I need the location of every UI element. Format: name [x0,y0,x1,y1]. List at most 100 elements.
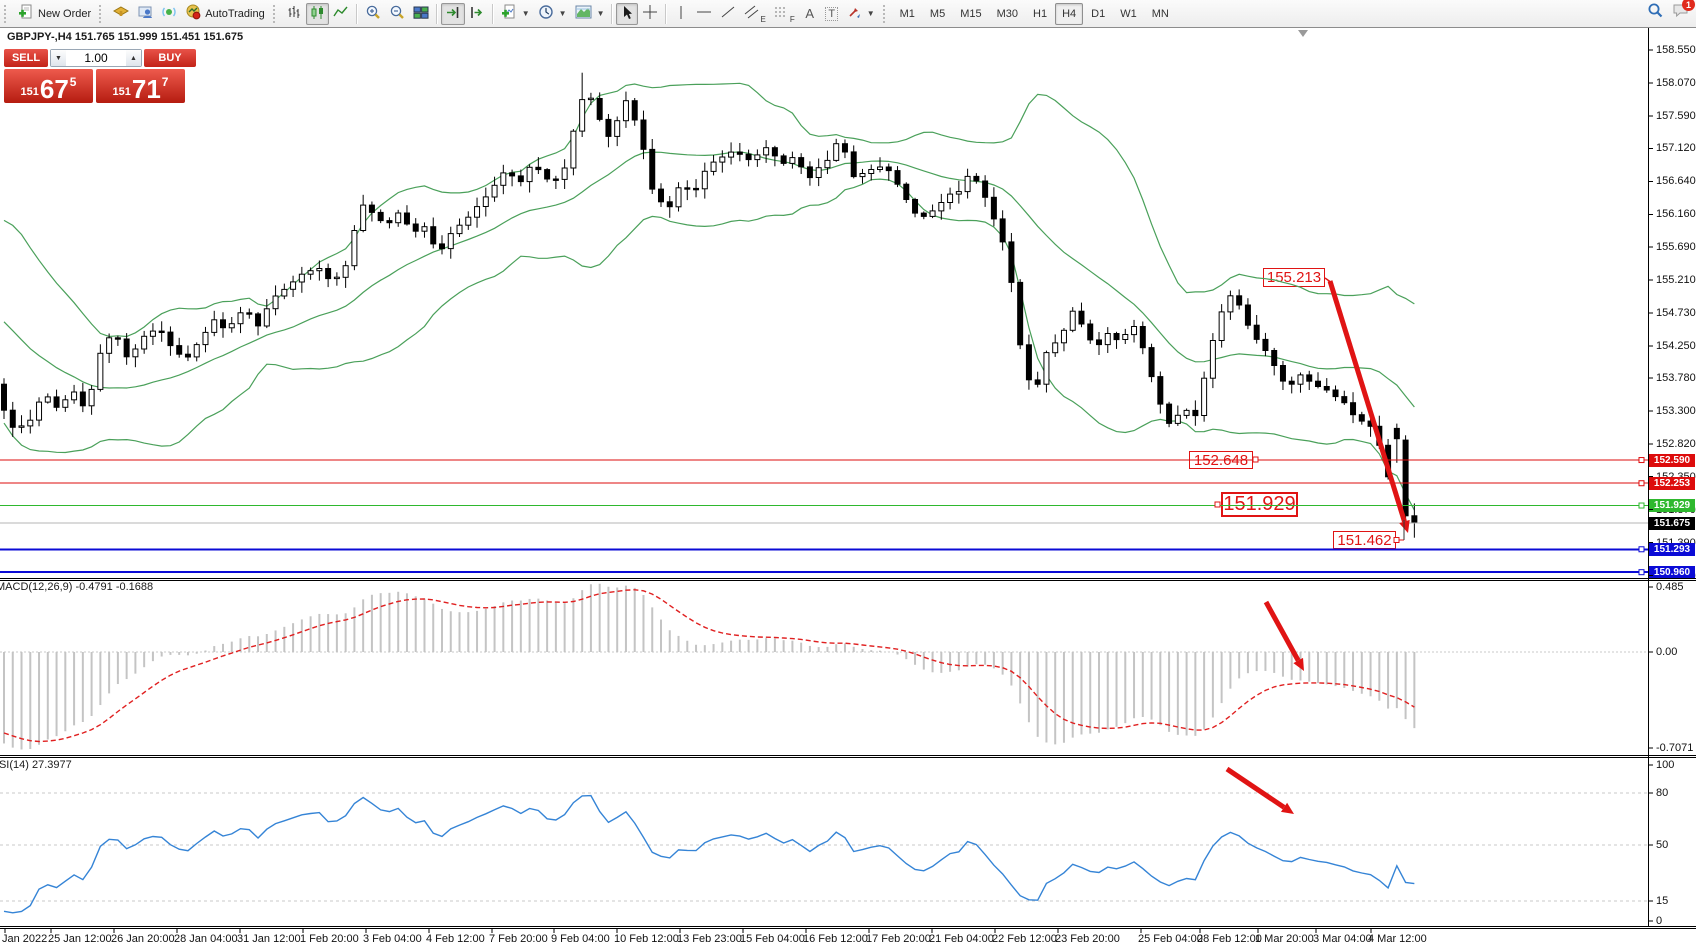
crosshair-button[interactable] [638,3,662,25]
sell-price-tile[interactable]: 151 67 5 [4,69,93,103]
volume-increase-button[interactable]: ▲ [126,50,141,66]
signals-button[interactable] [157,3,181,25]
market-watch-button[interactable] [133,3,157,25]
clock-icon [538,4,554,23]
cursor-button[interactable] [616,2,639,25]
indicators-icon [501,4,517,23]
line-chart-button[interactable] [329,3,353,25]
timeframe-m15[interactable]: M15 [960,7,982,20]
chevron-down-icon: ▼ [558,9,567,18]
trendline-icon [720,5,736,22]
buy-price-tile[interactable]: 151 71 7 [96,69,185,103]
buy-price-prefix: 151 [112,86,131,98]
zoom-in-icon [365,4,381,23]
timeframe-h1[interactable]: H1 [1033,7,1048,20]
arrows-tool[interactable]: ▼ [843,3,879,25]
zoom-out-icon [389,4,405,23]
fibonacci-icon [774,5,789,22]
crosshair-icon [642,4,658,23]
periods-button[interactable]: ▼ [534,3,571,25]
tile-windows-button[interactable] [409,3,433,25]
toolbar-separator [355,3,358,24]
new-order-button[interactable]: New Order [14,3,95,25]
toolbar-separator [491,3,494,24]
buy-button[interactable]: BUY [144,49,196,67]
toolbar-separator [611,3,614,24]
timeframe-group: M1 M5 M15 M30 H1 H4 D1 W1 MN [893,2,1176,25]
chart-shift-button[interactable] [465,3,489,25]
expert-advisors-button[interactable] [109,3,133,25]
bar-chart-button[interactable] [283,3,306,25]
fibonacci-tool[interactable]: F [770,3,799,25]
chart-shift-icon [469,5,485,23]
vertical-line-icon [675,5,687,23]
sell-price-prefix: 151 [20,86,39,98]
search-icon[interactable] [1647,2,1664,22]
horizontal-line-icon [696,5,712,22]
volume-decrease-button[interactable]: ▼ [51,50,66,66]
autotrading-button[interactable]: AutoTrading [181,3,269,25]
text-tool[interactable]: A [799,3,821,25]
chevron-down-icon: ▼ [866,9,875,18]
chevron-down-icon: ▼ [521,9,530,18]
new-order-icon [18,4,34,23]
channel-icon [744,5,759,22]
toolbar-grip[interactable] [882,4,890,23]
timeframe-m1[interactable]: M1 [899,7,915,20]
text-label-tool[interactable]: T [821,3,843,25]
toolbar-separator [665,3,668,24]
chart-ohlc-title: GBPJPY-,H4 151.765 151.999 151.451 151.6… [7,31,244,43]
line-chart-icon [333,5,349,23]
timeframe-m5[interactable]: M5 [929,7,946,20]
horizontal-line-tool[interactable] [692,3,716,25]
timeframe-h4[interactable]: H4 [1055,2,1084,25]
trendline-tool[interactable] [716,3,740,25]
sell-button[interactable]: SELL [4,49,48,67]
sell-price-big: 67 [39,74,69,104]
profile-icon [137,4,153,23]
indicators-button[interactable]: ▼ [497,3,534,25]
auto-scroll-icon [445,5,461,23]
signal-icon [161,4,177,23]
text-label-icon: T [825,6,839,21]
auto-scroll-button[interactable] [440,2,465,25]
candlestick-chart-icon [310,5,325,23]
toolbar-grip[interactable] [4,4,11,23]
zoom-in-button[interactable] [361,3,385,25]
timeframe-w1[interactable]: W1 [1120,7,1137,20]
rsi-label: RSI(14) 27.3977 [0,759,72,771]
tile-windows-icon [413,5,429,23]
chevron-down-icon: ▼ [596,9,605,18]
new-order-label: New Order [38,7,92,20]
candlestick-chart-button[interactable] [305,2,329,25]
channel-glyph: E [760,14,766,24]
toolbar-right: 1 [1647,0,1695,22]
timeframe-m30[interactable]: M30 [996,7,1019,20]
toolbar: New Order AutoTrading [0,0,1696,28]
volume-input[interactable] [66,50,126,66]
text-icon: A [805,6,815,21]
toolbar-separator [435,3,438,24]
zoom-out-button[interactable] [385,3,409,25]
vertical-line-tool[interactable] [670,3,692,25]
templates-icon [575,5,592,22]
timeframe-mn[interactable]: MN [1151,7,1169,20]
autotrading-label: AutoTrading [205,7,265,20]
notification-badge: 1 [1682,0,1695,11]
sell-price-sup: 5 [69,75,77,89]
expert-advisors-icon [113,4,130,23]
timeframe-d1[interactable]: D1 [1091,7,1106,20]
toolbar-grip[interactable] [272,4,280,23]
fibonacci-glyph: F [789,14,795,24]
buy-price-big: 71 [131,74,161,104]
arrows-icon [847,5,862,22]
bar-chart-icon [287,5,302,23]
templates-button[interactable]: ▼ [571,3,609,25]
equidistant-channel-tool[interactable]: E [740,3,769,25]
autotrading-icon [185,4,201,23]
notifications-button[interactable]: 1 [1672,0,1695,22]
toolbar-grip[interactable] [99,4,106,23]
buy-price-sup: 7 [161,75,169,89]
